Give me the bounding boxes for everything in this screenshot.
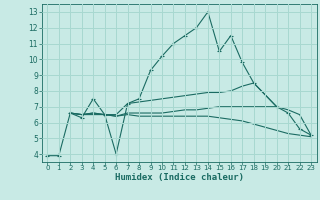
- X-axis label: Humidex (Indice chaleur): Humidex (Indice chaleur): [115, 173, 244, 182]
